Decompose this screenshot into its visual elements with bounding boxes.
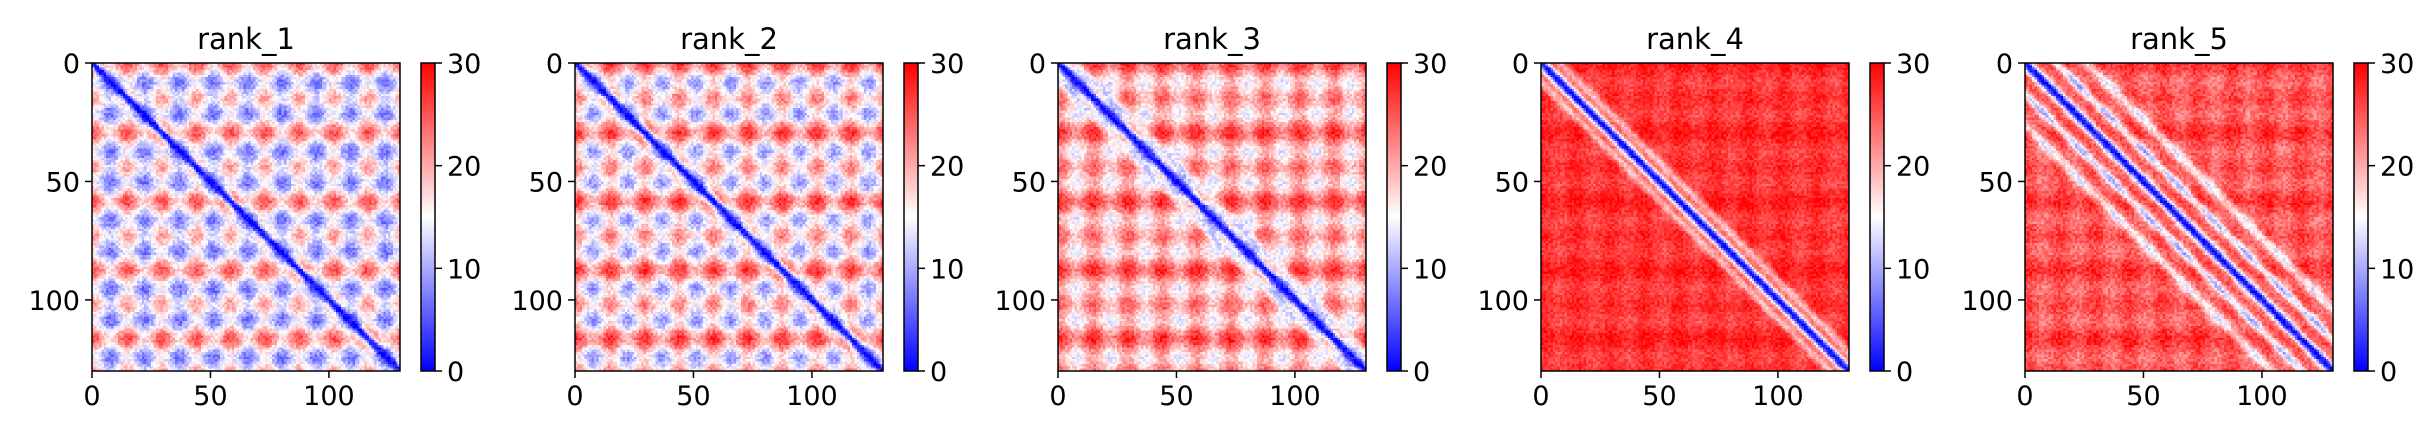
heatmap-panel-1: rank_1 0 0 50 50 100 100 0 10 20 30 xyxy=(28,22,481,412)
colorbar-tick-label: 20 xyxy=(1896,152,1930,183)
colorbar-tick-label: 30 xyxy=(930,49,964,80)
heatmap-panel-5: rank_5 0 0 50 50 100 100 0 10 20 30 xyxy=(1961,22,2414,412)
y-tick-label: 0 xyxy=(546,49,563,80)
y-tick-label: 50 xyxy=(46,167,80,198)
y-tick-label: 50 xyxy=(1012,167,1046,198)
heatmap-image xyxy=(92,63,400,371)
colorbar-tick-label: 20 xyxy=(447,152,481,183)
y-tick-label: 100 xyxy=(1477,286,1529,317)
y-tick-label: 100 xyxy=(28,286,80,317)
panel-title: rank_1 xyxy=(197,22,295,56)
y-tick-label: 0 xyxy=(1512,49,1529,80)
heatmap-image xyxy=(1058,63,1366,371)
x-tick-label: 0 xyxy=(83,381,100,412)
plot-frame xyxy=(1540,62,1850,372)
x-tick-label: 50 xyxy=(193,381,227,412)
colorbar-tick-label: 10 xyxy=(1896,254,1930,285)
panel-title: rank_4 xyxy=(1646,22,1744,56)
colorbar-tick-label: 0 xyxy=(930,357,947,388)
x-tick-label: 0 xyxy=(566,381,583,412)
heatmap-panel-4: rank_4 0 0 50 50 100 100 0 10 20 30 xyxy=(1477,22,1930,412)
heatmap-panel-3: rank_3 0 0 50 50 100 100 0 10 20 30 xyxy=(994,22,1447,412)
y-tick-label: 50 xyxy=(1979,167,2013,198)
colorbar-tick-label: 30 xyxy=(1896,49,1930,80)
colorbar-tick-label: 0 xyxy=(447,357,464,388)
y-tick-label: 100 xyxy=(994,286,1046,317)
x-tick-label: 50 xyxy=(2126,381,2160,412)
y-tick-label: 0 xyxy=(63,49,80,80)
colorbar xyxy=(1386,62,1402,372)
x-tick-label: 100 xyxy=(786,381,838,412)
x-tick-label: 50 xyxy=(1159,381,1193,412)
colorbar xyxy=(2353,62,2369,372)
panel-title: rank_2 xyxy=(680,22,778,56)
plot-frame xyxy=(2024,62,2334,372)
y-tick-label: 100 xyxy=(1961,286,2013,317)
colorbar-tick-label: 20 xyxy=(1413,152,1447,183)
colorbar-tick-label: 20 xyxy=(2380,152,2414,183)
colorbar-tick-label: 0 xyxy=(1413,357,1430,388)
colorbar-tick-label: 30 xyxy=(447,49,481,80)
heatmap-image xyxy=(1541,63,1849,371)
x-tick-label: 100 xyxy=(2236,381,2288,412)
plot-frame xyxy=(91,62,401,372)
colorbar-tick-label: 30 xyxy=(2380,49,2414,80)
colorbar-tick-label: 10 xyxy=(930,254,964,285)
panel-title: rank_5 xyxy=(2130,22,2228,56)
colorbar-tick-label: 0 xyxy=(2380,357,2397,388)
colorbar-tick-label: 0 xyxy=(1896,357,1913,388)
x-tick-label: 100 xyxy=(303,381,355,412)
colorbar-tick-label: 20 xyxy=(930,152,964,183)
x-tick-label: 100 xyxy=(1752,381,1804,412)
colorbar-tick-label: 30 xyxy=(1413,49,1447,80)
plot-frame xyxy=(574,62,884,372)
heatmap-panel-2: rank_2 0 0 50 50 100 100 0 10 20 30 xyxy=(511,22,964,412)
y-tick-label: 100 xyxy=(511,286,563,317)
colorbar xyxy=(420,62,436,372)
x-tick-label: 50 xyxy=(676,381,710,412)
x-tick-label: 0 xyxy=(1049,381,1066,412)
y-tick-label: 0 xyxy=(1996,49,2013,80)
y-tick-label: 50 xyxy=(529,167,563,198)
panel-title: rank_3 xyxy=(1163,22,1261,56)
y-tick-label: 0 xyxy=(1029,49,1046,80)
heatmap-image xyxy=(2025,63,2333,371)
x-tick-label: 0 xyxy=(1532,381,1549,412)
colorbar-tick-label: 10 xyxy=(1413,254,1447,285)
x-tick-label: 0 xyxy=(2016,381,2033,412)
x-tick-label: 50 xyxy=(1642,381,1676,412)
colorbar-tick-label: 10 xyxy=(447,254,481,285)
heatmap-image xyxy=(575,63,883,371)
colorbar xyxy=(1869,62,1885,372)
colorbar-tick-label: 10 xyxy=(2380,254,2414,285)
x-tick-label: 100 xyxy=(1269,381,1321,412)
colorbar xyxy=(903,62,919,372)
y-tick-label: 50 xyxy=(1495,167,1529,198)
plot-frame xyxy=(1057,62,1367,372)
